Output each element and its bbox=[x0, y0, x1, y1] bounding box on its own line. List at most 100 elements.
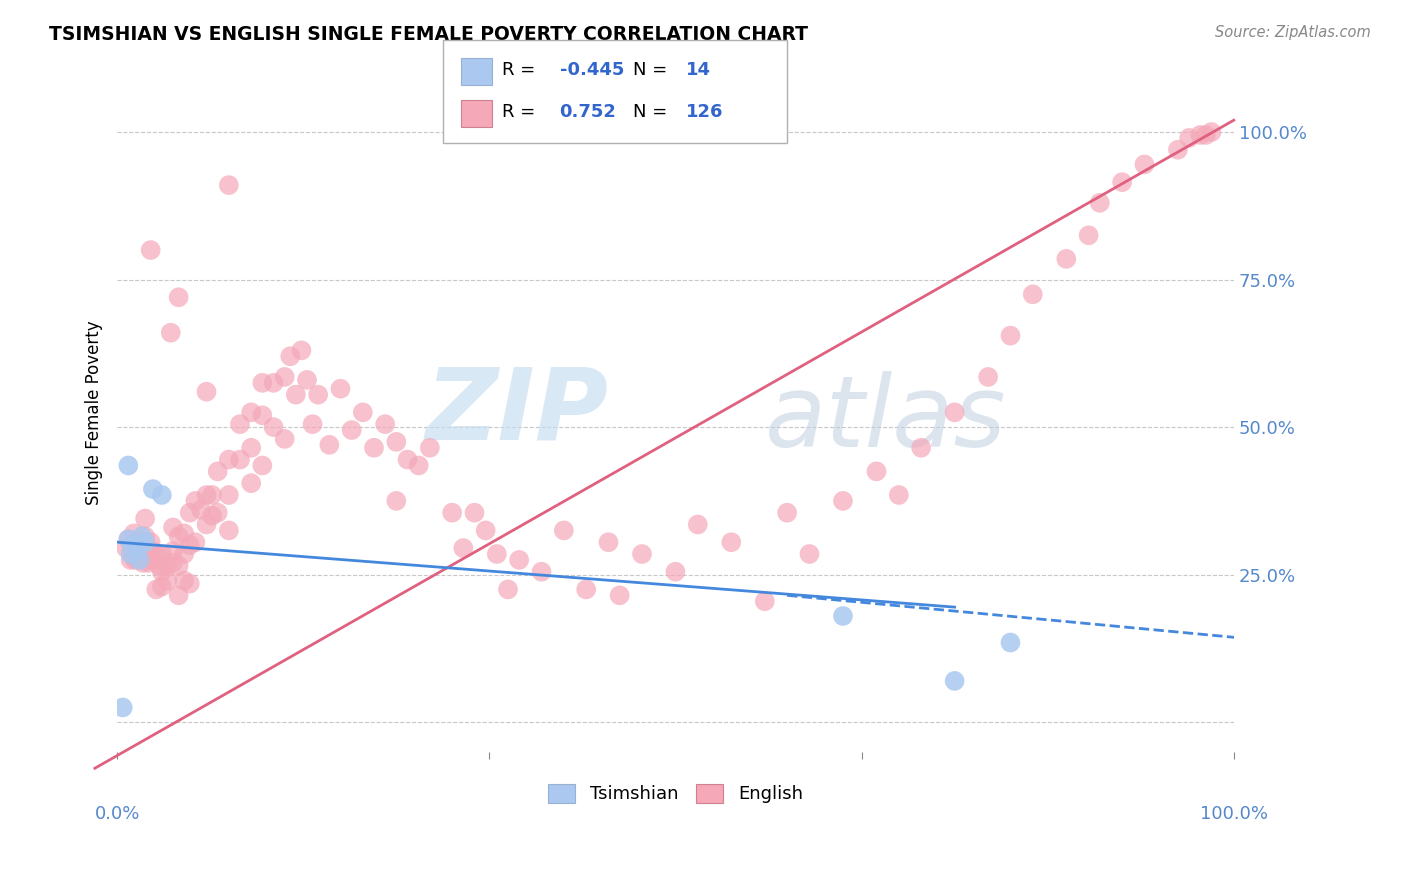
Point bbox=[121, 541, 143, 555]
Point bbox=[263, 420, 285, 434]
Point bbox=[252, 458, 274, 473]
Point bbox=[150, 547, 173, 561]
Point bbox=[134, 547, 156, 561]
Point bbox=[240, 405, 263, 419]
Point bbox=[131, 544, 153, 558]
Point bbox=[124, 553, 146, 567]
Point bbox=[1167, 143, 1189, 157]
Point bbox=[1088, 195, 1111, 210]
Point bbox=[179, 506, 201, 520]
Point bbox=[131, 541, 153, 555]
Point bbox=[190, 502, 212, 516]
Point bbox=[273, 370, 295, 384]
Point bbox=[173, 574, 195, 588]
Point bbox=[664, 565, 686, 579]
Point bbox=[363, 441, 385, 455]
Point bbox=[150, 579, 173, 593]
Point bbox=[252, 409, 274, 423]
Point bbox=[149, 558, 172, 573]
Point bbox=[229, 452, 252, 467]
Point bbox=[408, 458, 430, 473]
Point bbox=[631, 547, 654, 561]
Point bbox=[134, 511, 156, 525]
Text: -0.445: -0.445 bbox=[560, 61, 624, 78]
Point bbox=[453, 541, 475, 555]
Point bbox=[128, 538, 150, 552]
Point bbox=[553, 524, 575, 538]
Point bbox=[910, 441, 932, 455]
Point bbox=[156, 558, 179, 573]
Point bbox=[179, 576, 201, 591]
Point bbox=[385, 494, 408, 508]
Point bbox=[162, 556, 184, 570]
Point bbox=[139, 535, 162, 549]
Point bbox=[240, 441, 263, 455]
Point bbox=[263, 376, 285, 390]
Text: N =: N = bbox=[633, 61, 672, 78]
Point bbox=[1178, 131, 1201, 145]
Point bbox=[943, 405, 966, 419]
Point bbox=[496, 582, 519, 597]
Point bbox=[167, 529, 190, 543]
Point bbox=[139, 553, 162, 567]
Point bbox=[385, 434, 408, 449]
Point bbox=[307, 387, 329, 401]
Point bbox=[485, 547, 508, 561]
Point bbox=[720, 535, 742, 549]
Legend: Tsimshian, English: Tsimshian, English bbox=[541, 777, 810, 811]
Point bbox=[754, 594, 776, 608]
Point bbox=[1022, 287, 1045, 301]
Point bbox=[598, 535, 620, 549]
Point bbox=[117, 533, 139, 547]
Point bbox=[887, 488, 910, 502]
Point bbox=[229, 417, 252, 432]
Point bbox=[195, 517, 218, 532]
Point bbox=[207, 464, 229, 478]
Point bbox=[218, 452, 240, 467]
Point bbox=[340, 423, 363, 437]
Text: 0.0%: 0.0% bbox=[94, 805, 139, 822]
Point bbox=[943, 673, 966, 688]
Point bbox=[150, 565, 173, 579]
Point bbox=[1000, 328, 1022, 343]
Point bbox=[352, 405, 374, 419]
Point bbox=[162, 520, 184, 534]
Point bbox=[284, 387, 307, 401]
Point bbox=[179, 538, 201, 552]
Point bbox=[252, 376, 274, 390]
Point bbox=[508, 553, 530, 567]
Point bbox=[142, 482, 165, 496]
Point bbox=[419, 441, 441, 455]
Point bbox=[167, 588, 190, 602]
Point bbox=[159, 326, 181, 340]
Point bbox=[977, 370, 1000, 384]
Text: 0.752: 0.752 bbox=[560, 103, 616, 121]
Point bbox=[1189, 128, 1212, 142]
Point bbox=[122, 549, 145, 564]
Point bbox=[184, 494, 207, 508]
Point bbox=[218, 178, 240, 193]
Point bbox=[184, 535, 207, 549]
Point bbox=[278, 349, 301, 363]
Text: ZIP: ZIP bbox=[426, 364, 609, 461]
Point bbox=[530, 565, 553, 579]
Point bbox=[1077, 228, 1099, 243]
Point bbox=[1195, 128, 1218, 142]
Point bbox=[128, 553, 150, 567]
Point bbox=[173, 526, 195, 541]
Point bbox=[117, 533, 139, 547]
Point bbox=[162, 544, 184, 558]
Text: 100.0%: 100.0% bbox=[1199, 805, 1268, 822]
Point bbox=[173, 547, 195, 561]
Point bbox=[832, 494, 855, 508]
Point bbox=[142, 544, 165, 558]
Point bbox=[167, 558, 190, 573]
Point bbox=[290, 343, 312, 358]
Point bbox=[832, 609, 855, 624]
Point bbox=[441, 506, 464, 520]
Point bbox=[127, 544, 149, 558]
Point bbox=[117, 458, 139, 473]
Point bbox=[1133, 157, 1156, 171]
Point bbox=[295, 373, 318, 387]
Point bbox=[273, 432, 295, 446]
